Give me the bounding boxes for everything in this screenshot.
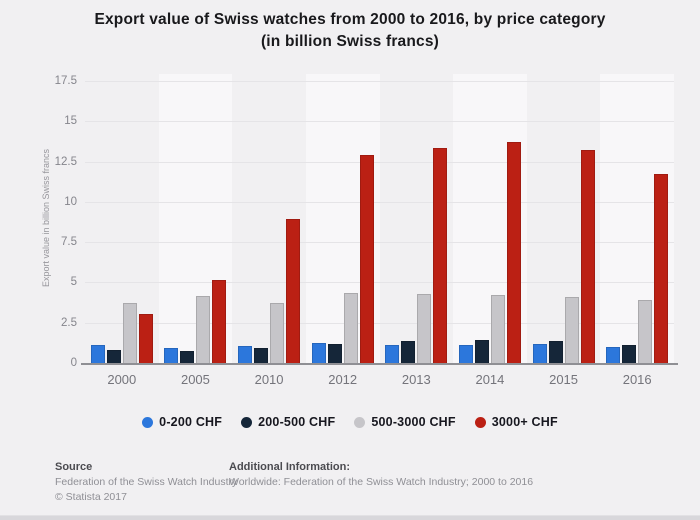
chart-title-block: Export value of Swiss watches from 2000 … — [0, 9, 700, 53]
gridline — [85, 81, 674, 82]
y-axis-tick-label: 5 — [70, 276, 77, 289]
legend-label: 500-3000 CHF — [371, 415, 456, 429]
legend-color-dot — [354, 416, 366, 428]
bar-500-3000-chf — [122, 302, 137, 364]
copyright-text: © Statista 2017 — [55, 491, 127, 503]
bar-0-200-chf — [90, 344, 105, 364]
gridline — [85, 161, 674, 163]
x-axis-tick-label: 2012 — [328, 372, 358, 387]
bar-200-500-chf — [327, 343, 342, 364]
bar-200-500-chf — [474, 339, 489, 364]
bar-0-200-chf — [385, 344, 400, 364]
source-text: Federation of the Swiss Watch Industry — [55, 476, 238, 488]
legend-color-dot — [474, 416, 486, 428]
y-axis-tick-label: 10 — [64, 195, 77, 208]
legend-item: 500-3000 CHF — [354, 415, 456, 429]
bar-3000-chf — [138, 314, 153, 364]
source-label: Source — [55, 461, 93, 473]
bar-3000-chf — [654, 173, 669, 364]
bar-group — [311, 154, 374, 364]
bar-group — [385, 148, 448, 364]
source-block: Source Federation of the Swiss Watch Ind… — [55, 460, 237, 505]
legend-label: 3000+ CHF — [491, 415, 558, 429]
bar-500-3000-chf — [564, 297, 579, 364]
bar-3000-chf — [433, 148, 448, 364]
bar-group — [90, 302, 153, 364]
bar-group — [238, 218, 301, 364]
legend: 0-200 CHF 200-500 CHF 500-3000 CHF 3000+ CH… — [0, 415, 700, 429]
chart-region: Export value in billion Swiss francs 0 2.… — [41, 74, 678, 387]
legend-item: 0-200 CHF — [142, 415, 222, 429]
bar-group — [532, 149, 595, 364]
bar-0-200-chf — [606, 347, 621, 364]
bar-3000-chf — [359, 154, 374, 364]
legend-color-dot — [142, 416, 154, 428]
y-axis-tick-label: 12.5 — [54, 155, 77, 168]
legend-label: 200-500 CHF — [258, 415, 336, 429]
y-axis-tick-label: 15 — [64, 115, 77, 128]
additional-info-text: Worldwide: Federation of the Swiss Watch… — [229, 476, 534, 488]
bar-group — [606, 173, 669, 364]
gridline — [85, 282, 674, 284]
bar-3000-chf — [580, 149, 595, 364]
legend-item: 3000+ CHF — [474, 415, 558, 429]
x-axis-tick-label: 2015 — [549, 372, 579, 387]
x-axis-tick-label: 2014 — [475, 372, 505, 387]
bar-group — [458, 141, 521, 364]
bar-200-500-chf — [106, 349, 121, 364]
gridline — [85, 121, 674, 123]
bar-0-200-chf — [311, 343, 326, 364]
x-axis-tick-label: 2016 — [622, 372, 652, 387]
bar-3000-chf — [212, 280, 227, 364]
bar-500-3000-chf — [196, 296, 211, 364]
legend-item: 200-500 CHF — [241, 415, 335, 429]
bar-0-200-chf — [532, 343, 547, 364]
bar-200-500-chf — [180, 351, 195, 364]
bar-group — [164, 280, 227, 364]
bar-500-3000-chf — [638, 300, 653, 364]
y-axis-tick-label: 7.5 — [61, 236, 77, 249]
x-axis-tick-label: 2005 — [180, 372, 210, 387]
y-axis-tick-label: 17.5 — [54, 75, 77, 87]
x-axis-tick-label: 2000 — [107, 372, 137, 387]
bar-200-500-chf — [401, 340, 416, 364]
bar-0-200-chf — [238, 346, 253, 364]
additional-info-label: Additional Information: — [229, 461, 350, 473]
bar-500-3000-chf — [270, 302, 285, 364]
x-axis-tick-label: 2010 — [254, 372, 284, 387]
bar-500-3000-chf — [343, 293, 358, 364]
legend-label: 0-200 CHF — [159, 415, 223, 429]
x-axis-tick-label: 2013 — [401, 372, 431, 387]
bar-200-500-chf — [548, 341, 563, 364]
additional-info-block: Additional Information: Worldwide: Feder… — [229, 460, 533, 490]
gridline — [85, 201, 674, 203]
bar-0-200-chf — [164, 347, 179, 364]
bar-0-200-chf — [458, 344, 473, 364]
gridline — [85, 242, 674, 244]
gridline — [85, 322, 674, 324]
bar-3000-chf — [506, 141, 521, 364]
chart-subtitle: (in billion Swiss francs) — [260, 33, 440, 50]
chart-title: Export value of Swiss watches from 2000 … — [94, 11, 606, 28]
y-axis-tick-label: 2.5 — [61, 316, 77, 329]
x-axis-baseline — [81, 363, 678, 365]
bar-3000-chf — [286, 218, 301, 364]
plot-area: 0 2.5 5 7.5 10 12.5 15 17.5 2000 2005 2010 2012 2013… — [55, 74, 678, 387]
bottom-strip — [0, 515, 700, 520]
bar-200-500-chf — [622, 344, 637, 364]
y-axis-tick-label: 0 — [70, 357, 77, 369]
legend-color-dot — [241, 416, 253, 428]
bar-500-3000-chf — [417, 293, 432, 364]
bar-200-500-chf — [254, 347, 269, 364]
bar-500-3000-chf — [490, 294, 505, 364]
